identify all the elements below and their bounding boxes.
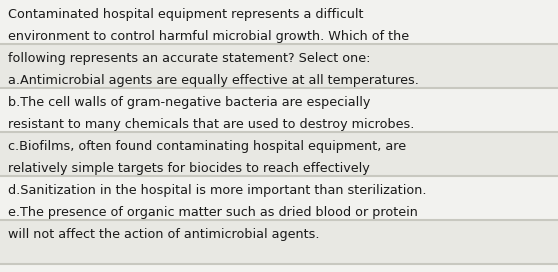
Text: Contaminated hospital equipment represents a difficult: Contaminated hospital equipment represen…	[8, 8, 363, 21]
Text: environment to control harmful microbial growth. Which of the: environment to control harmful microbial…	[8, 30, 409, 43]
Text: c.Biofilms, often found contaminating hospital equipment, are: c.Biofilms, often found contaminating ho…	[8, 140, 406, 153]
Text: resistant to many chemicals that are used to destroy microbes.: resistant to many chemicals that are use…	[8, 118, 415, 131]
Text: b.The cell walls of gram-negative bacteria are especially: b.The cell walls of gram-negative bacter…	[8, 96, 371, 109]
Bar	[0, 132, 558, 176]
Bar	[0, 44, 558, 88]
Text: a.Antimicrobial agents are equally effective at all temperatures.: a.Antimicrobial agents are equally effec…	[8, 74, 419, 87]
Text: e.The presence of organic matter such as dried blood or protein: e.The presence of organic matter such as…	[8, 206, 418, 219]
Bar	[0, 220, 558, 264]
Text: d.Sanitization in the hospital is more important than sterilization.: d.Sanitization in the hospital is more i…	[8, 184, 426, 197]
Text: will not affect the action of antimicrobial agents.: will not affect the action of antimicrob…	[8, 228, 320, 241]
Text: following represents an accurate statement? Select one:: following represents an accurate stateme…	[8, 52, 371, 65]
Text: relatively simple targets for biocides to reach effectively: relatively simple targets for biocides t…	[8, 162, 370, 175]
